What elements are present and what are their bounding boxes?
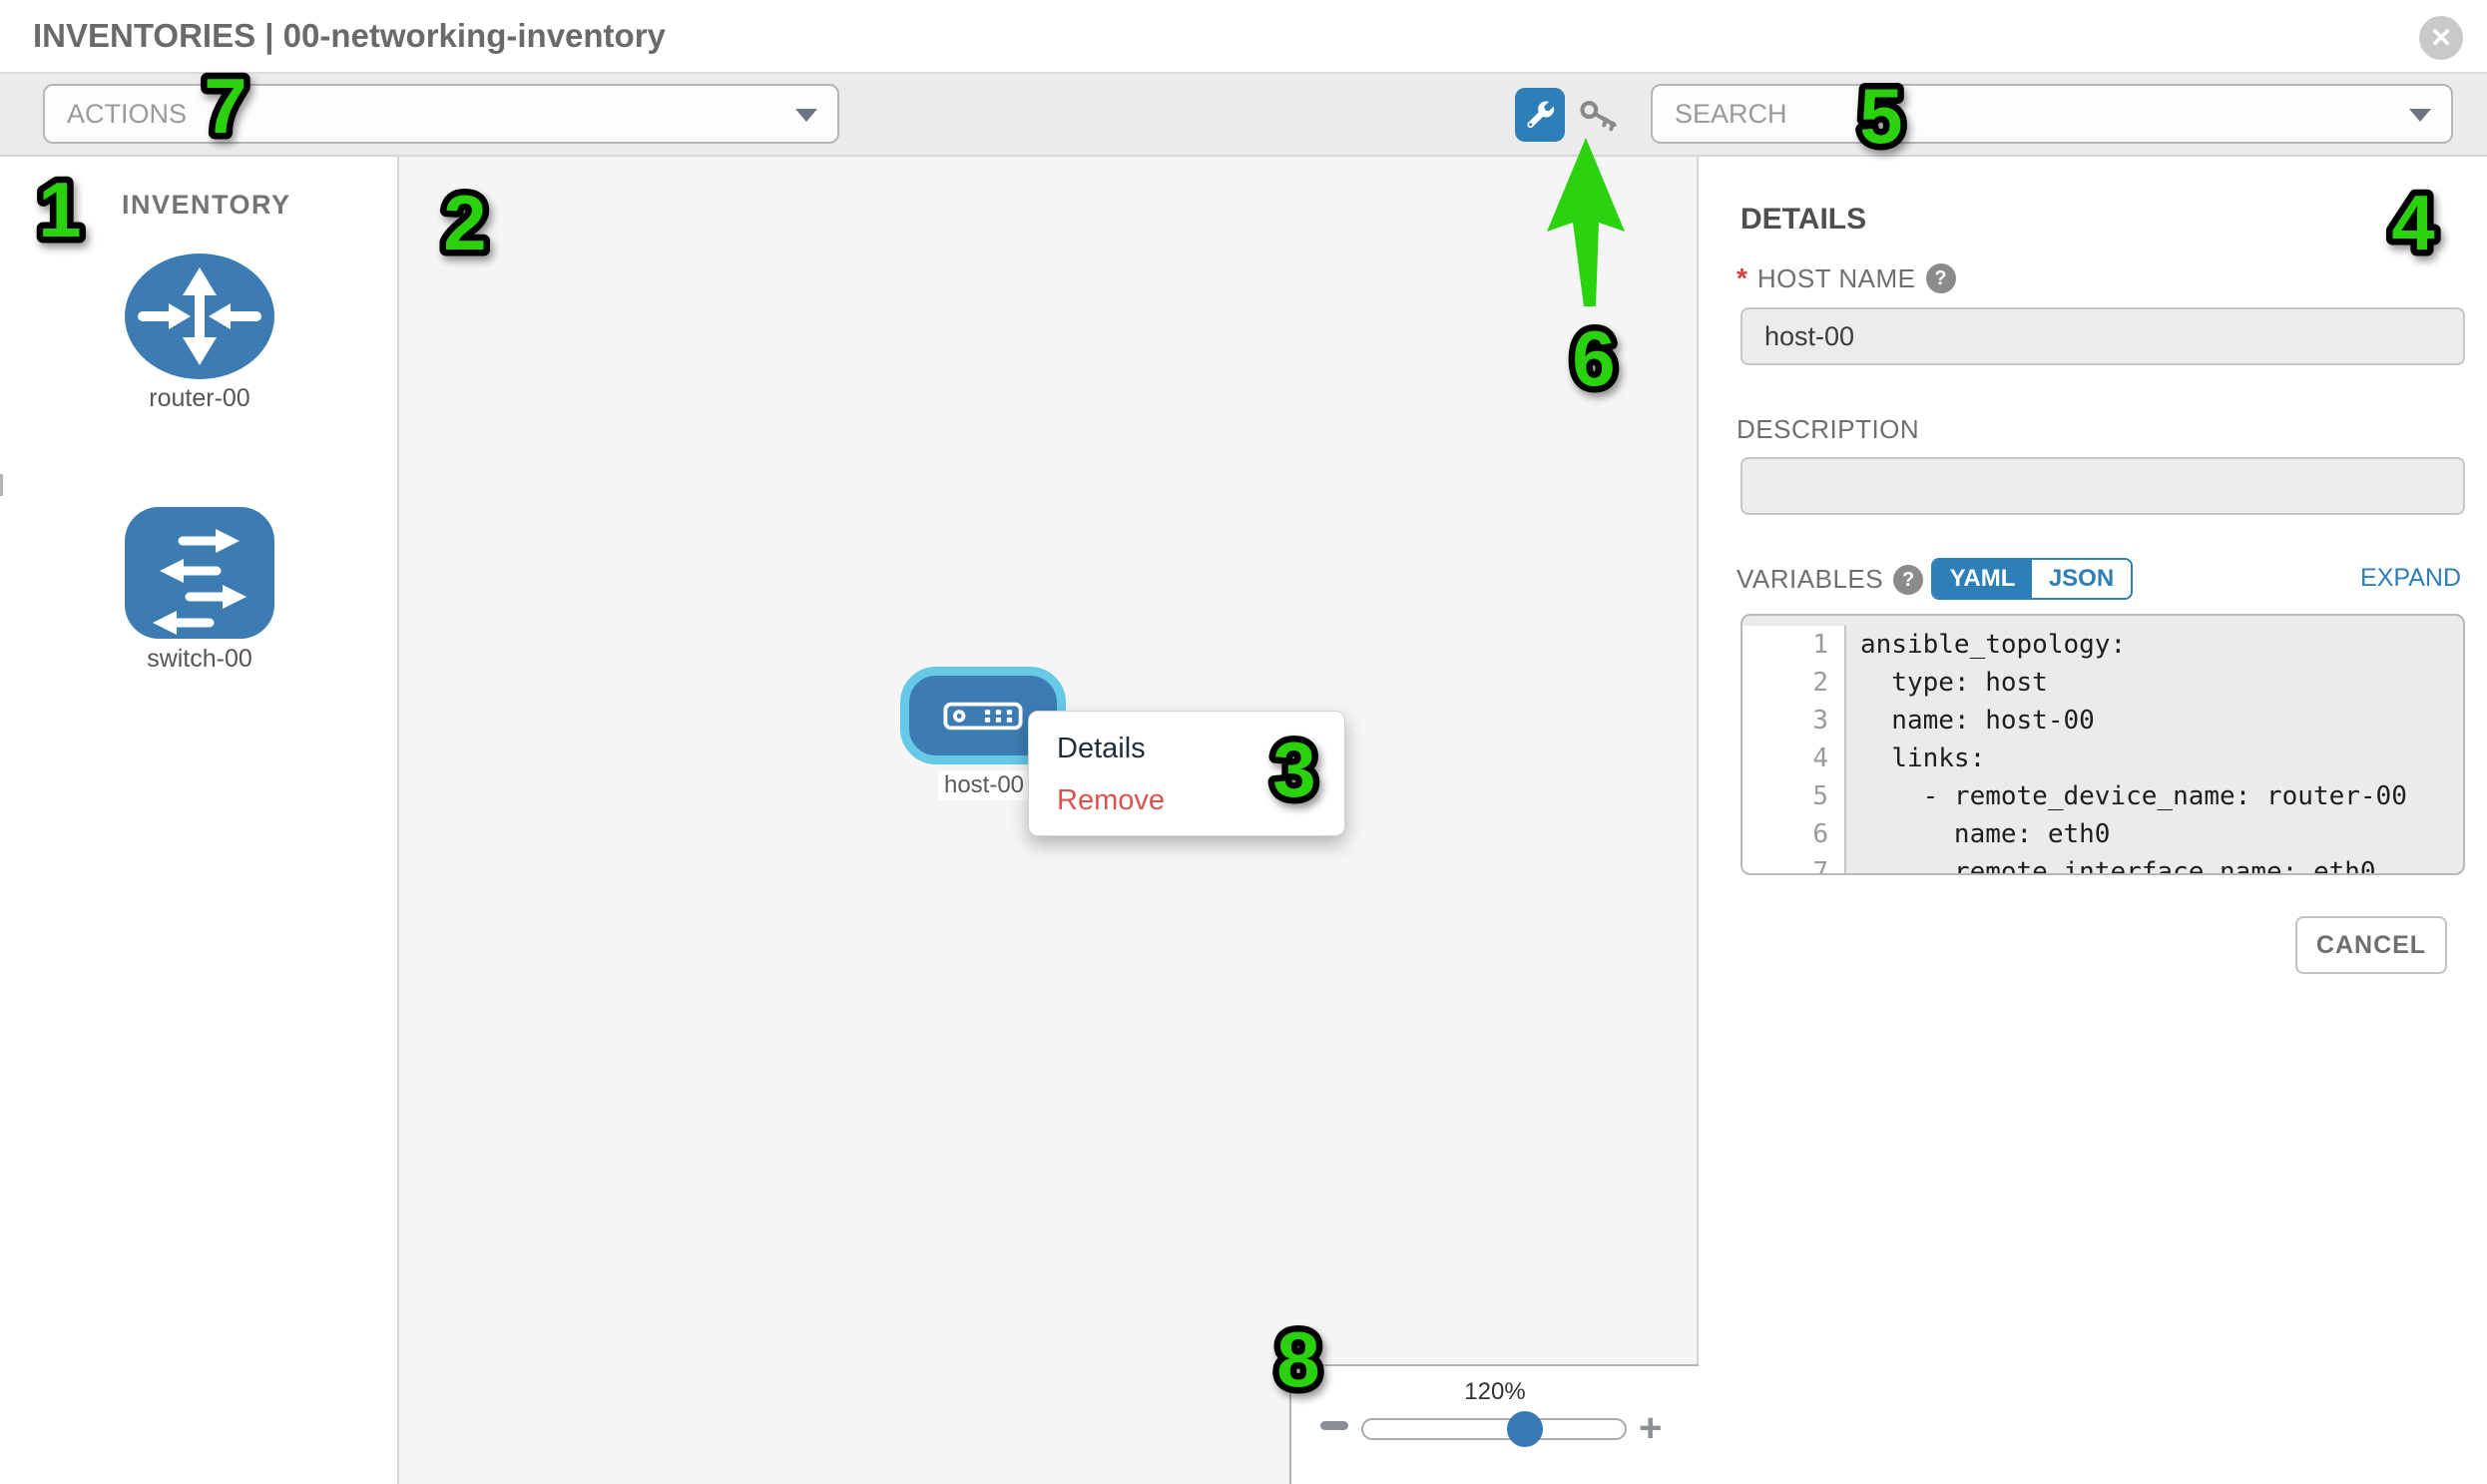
line-number: 5 [1742, 777, 1846, 815]
zoom-control-panel: 120% + [1289, 1364, 1699, 1484]
code-line: 1 ansible_topology: [1742, 626, 2463, 664]
zoom-in-plus-icon[interactable]: + [1639, 1406, 1663, 1450]
line-text: name: eth0 [1860, 819, 2111, 849]
topology-canvas[interactable]: host-00 Details Remove 120% + [399, 157, 1699, 1484]
help-icon[interactable]: ? [1925, 263, 1956, 293]
line-number: 4 [1742, 740, 1846, 777]
expand-link[interactable]: EXPAND [2360, 564, 2461, 592]
context-menu-item-remove[interactable]: Remove [1057, 784, 1165, 816]
code-line: 3 name: host-00 [1742, 702, 2463, 740]
chevron-down-icon [2409, 109, 2431, 122]
router-icon[interactable] [125, 253, 274, 379]
zoom-level-value: 120% [1464, 1378, 1526, 1405]
wrench-icon [1527, 101, 1555, 129]
inventory-heading: INVENTORY [122, 190, 291, 220]
sidebar-edge-notch [0, 474, 3, 496]
line-text: links: [1860, 743, 1986, 773]
yaml-toggle-button[interactable]: YAML [1933, 560, 2032, 598]
host-device-icon [943, 702, 1023, 730]
details-panel: DETAILS * HOST NAME ? DESCRIPTION VARIAB… [1699, 157, 2487, 1484]
variables-format-toggle: YAML JSON [1931, 558, 2133, 600]
actions-dropdown-placeholder: ACTIONS [67, 99, 188, 129]
zoom-slider[interactable] [1361, 1411, 1627, 1447]
line-number: 3 [1742, 702, 1846, 740]
zoom-slider-thumb[interactable] [1507, 1411, 1543, 1447]
help-icon[interactable]: ? [1893, 564, 1924, 595]
search-dropdown[interactable]: SEARCH [1651, 84, 2453, 144]
key-button[interactable] [1579, 98, 1625, 136]
line-number: 2 [1742, 664, 1846, 702]
variables-code-editor[interactable]: 1 ansible_topology: 2 type: host 3 name:… [1741, 614, 2465, 875]
cancel-button[interactable]: CANCEL [2295, 916, 2447, 974]
line-text: - remote_device_name: router-00 [1860, 781, 2407, 811]
code-line: 2 type: host [1742, 664, 2463, 702]
page-title: INVENTORIES | 00-networking-inventory [33, 17, 666, 54]
host-node-label: host-00 [938, 770, 1030, 800]
actions-dropdown[interactable]: ACTIONS [43, 84, 839, 144]
line-number: 6 [1742, 815, 1846, 853]
router-label: router-00 [149, 384, 250, 412]
code-line: 6 name: eth0 [1742, 815, 2463, 853]
window-header: INVENTORIES | 00-networking-inventory ✕ [0, 0, 2487, 74]
key-icon [1580, 101, 1617, 132]
inventory-sidebar: INVENTORY router-00 switch-00 [0, 157, 399, 1484]
zoom-out-minus-icon[interactable] [1320, 1421, 1348, 1430]
line-text: type: host [1860, 668, 2048, 698]
description-label: DESCRIPTION [1737, 414, 1920, 444]
switch-icon[interactable] [125, 507, 274, 639]
required-asterisk: * [1737, 262, 1747, 293]
line-text: ansible_topology: [1860, 630, 2127, 660]
code-line: 7 remote_interface_name: eth0 [1742, 853, 2463, 875]
search-dropdown-placeholder: SEARCH [1675, 99, 1787, 129]
chevron-down-icon [795, 109, 817, 122]
code-line: 4 links: [1742, 740, 2463, 777]
details-heading: DETAILS [1741, 203, 1867, 236]
toolbar: ACTIONS SEARCH [0, 74, 2487, 157]
variables-label: VARIABLES [1737, 564, 1884, 594]
variables-label-row: VARIABLES ? [1737, 564, 1924, 595]
host-name-label-row: * HOST NAME ? [1737, 262, 1956, 294]
host-name-input[interactable] [1741, 307, 2465, 365]
json-toggle-button[interactable]: JSON [2032, 560, 2131, 598]
line-number: 1 [1742, 626, 1846, 664]
line-number: 7 [1742, 853, 1846, 873]
context-menu-item-details[interactable]: Details [1057, 733, 1146, 764]
switch-label: switch-00 [147, 645, 252, 673]
line-text: remote_interface_name: eth0 [1860, 857, 2376, 875]
code-line: 5 - remote_device_name: router-00 [1742, 777, 2463, 815]
line-text: name: host-00 [1860, 706, 2095, 736]
description-label-row: DESCRIPTION [1737, 414, 1919, 445]
node-context-menu: Details Remove [1028, 711, 1345, 836]
close-icon[interactable]: ✕ [2419, 16, 2463, 60]
host-name-label: HOST NAME [1756, 262, 1916, 293]
description-input[interactable] [1741, 457, 2465, 515]
tools-button[interactable] [1515, 88, 1565, 142]
